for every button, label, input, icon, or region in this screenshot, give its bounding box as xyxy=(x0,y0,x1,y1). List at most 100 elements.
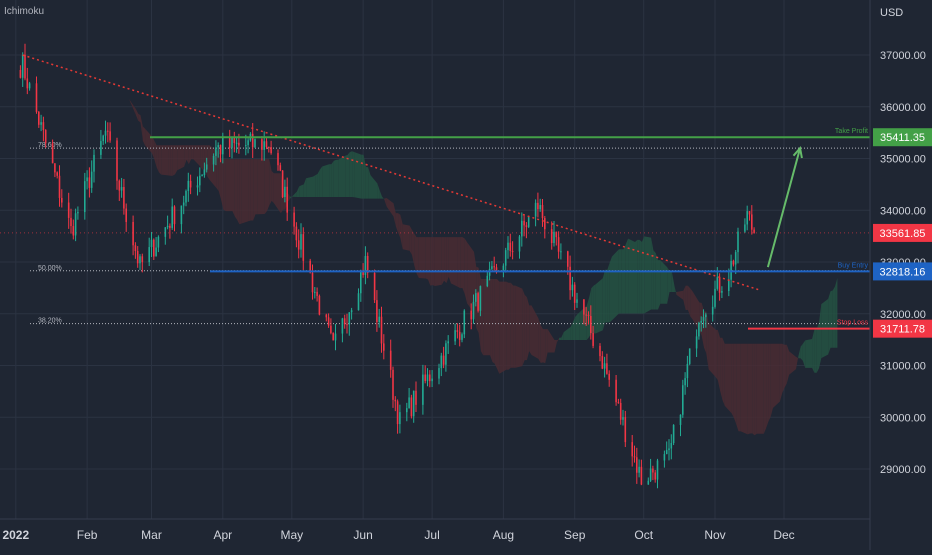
candle-body[interactable] xyxy=(473,302,475,319)
candle-body[interactable] xyxy=(429,374,431,381)
candle-body[interactable] xyxy=(376,300,378,322)
candle-body[interactable] xyxy=(558,237,560,252)
candle-body[interactable] xyxy=(261,139,263,150)
candle-body[interactable] xyxy=(408,397,410,408)
candle-body[interactable] xyxy=(52,143,54,163)
indicator-label[interactable]: Ichimoku xyxy=(4,6,44,17)
candle-body[interactable] xyxy=(574,285,576,303)
candle-body[interactable] xyxy=(454,330,456,341)
candle-body[interactable] xyxy=(590,316,592,333)
candle-body[interactable] xyxy=(666,450,668,454)
candle-body[interactable] xyxy=(54,163,56,172)
candle-body[interactable] xyxy=(314,292,316,293)
candle-body[interactable] xyxy=(477,293,479,311)
candle-body[interactable] xyxy=(599,346,601,356)
candle-body[interactable] xyxy=(119,181,121,191)
candle-body[interactable] xyxy=(648,481,650,485)
candle-body[interactable] xyxy=(270,147,272,153)
candle-body[interactable] xyxy=(254,139,256,147)
candle-body[interactable] xyxy=(464,311,466,335)
candle-body[interactable] xyxy=(615,380,617,402)
candle-body[interactable] xyxy=(107,131,109,132)
candle-body[interactable] xyxy=(153,240,155,257)
candle-body[interactable] xyxy=(59,176,61,198)
candle-body[interactable] xyxy=(70,218,72,226)
candle-body[interactable] xyxy=(284,187,286,197)
candle-body[interactable] xyxy=(537,203,539,209)
candle-body[interactable] xyxy=(351,310,353,312)
candle-body[interactable] xyxy=(730,261,732,280)
candle-body[interactable] xyxy=(68,203,70,218)
candle-body[interactable] xyxy=(300,234,302,249)
candle-body[interactable] xyxy=(73,226,75,235)
candle-body[interactable] xyxy=(22,55,24,78)
candle-body[interactable] xyxy=(728,280,730,291)
candle-body[interactable] xyxy=(201,175,203,176)
candle-body[interactable] xyxy=(523,221,525,226)
candle-body[interactable] xyxy=(268,147,270,148)
candle-body[interactable] xyxy=(137,251,139,263)
candle-body[interactable] xyxy=(316,292,318,296)
candle-body[interactable] xyxy=(381,317,383,344)
candle-body[interactable] xyxy=(282,171,284,197)
candle-body[interactable] xyxy=(673,425,675,443)
candle-body[interactable] xyxy=(406,408,408,412)
candle-body[interactable] xyxy=(733,261,735,265)
candle-body[interactable] xyxy=(576,299,578,302)
candle-body[interactable] xyxy=(213,156,215,165)
candle-body[interactable] xyxy=(286,187,288,213)
candle-body[interactable] xyxy=(424,375,426,381)
candle-body[interactable] xyxy=(671,443,673,448)
candle-body[interactable] xyxy=(631,442,633,456)
candle-body[interactable] xyxy=(344,318,346,324)
candle-body[interactable] xyxy=(383,343,385,350)
candle-body[interactable] xyxy=(539,205,541,209)
candle-body[interactable] xyxy=(441,356,443,368)
candle-body[interactable] xyxy=(332,333,334,341)
candle-body[interactable] xyxy=(583,299,585,314)
candle-body[interactable] xyxy=(650,468,652,480)
candle-body[interactable] xyxy=(620,403,622,420)
candle-body[interactable] xyxy=(29,83,31,88)
candle-body[interactable] xyxy=(744,224,746,231)
candle-body[interactable] xyxy=(109,131,111,140)
candle-body[interactable] xyxy=(689,348,691,363)
candle-body[interactable] xyxy=(296,227,298,241)
candle-body[interactable] xyxy=(567,251,569,266)
candle-body[interactable] xyxy=(229,137,231,147)
candle-body[interactable] xyxy=(236,143,238,144)
candle-body[interactable] xyxy=(526,225,528,227)
candle-body[interactable] xyxy=(696,336,698,348)
candle-body[interactable] xyxy=(319,296,321,315)
candle-body[interactable] xyxy=(61,198,63,203)
candle-body[interactable] xyxy=(125,209,127,222)
candle-body[interactable] xyxy=(461,334,463,340)
candle-body[interactable] xyxy=(618,402,620,403)
candle-body[interactable] xyxy=(293,213,295,227)
candle-body[interactable] xyxy=(569,267,571,290)
candle-body[interactable] xyxy=(247,140,249,145)
candle-body[interactable] xyxy=(121,187,123,190)
candle-body[interactable] xyxy=(714,289,716,307)
candle-body[interactable] xyxy=(93,155,95,172)
candle-body[interactable] xyxy=(700,321,702,323)
candle-body[interactable] xyxy=(664,454,666,460)
candle-body[interactable] xyxy=(512,251,514,252)
candle-body[interactable] xyxy=(358,293,360,310)
candle-body[interactable] xyxy=(751,214,753,229)
candle-body[interactable] xyxy=(638,467,640,473)
candle-body[interactable] xyxy=(457,330,459,332)
candle-body[interactable] xyxy=(535,203,537,217)
candle-body[interactable] xyxy=(399,412,401,424)
candle-body[interactable] xyxy=(560,251,562,252)
candle-body[interactable] xyxy=(185,191,187,203)
candle-body[interactable] xyxy=(608,374,610,380)
candle-body[interactable] xyxy=(636,457,638,472)
candle-body[interactable] xyxy=(20,70,22,78)
candle-body[interactable] xyxy=(572,285,574,291)
candle-body[interactable] xyxy=(148,247,150,262)
candle-body[interactable] xyxy=(77,212,79,213)
candle-body[interactable] xyxy=(38,112,40,125)
candle-body[interactable] xyxy=(167,226,169,227)
candle-body[interactable] xyxy=(312,273,314,293)
